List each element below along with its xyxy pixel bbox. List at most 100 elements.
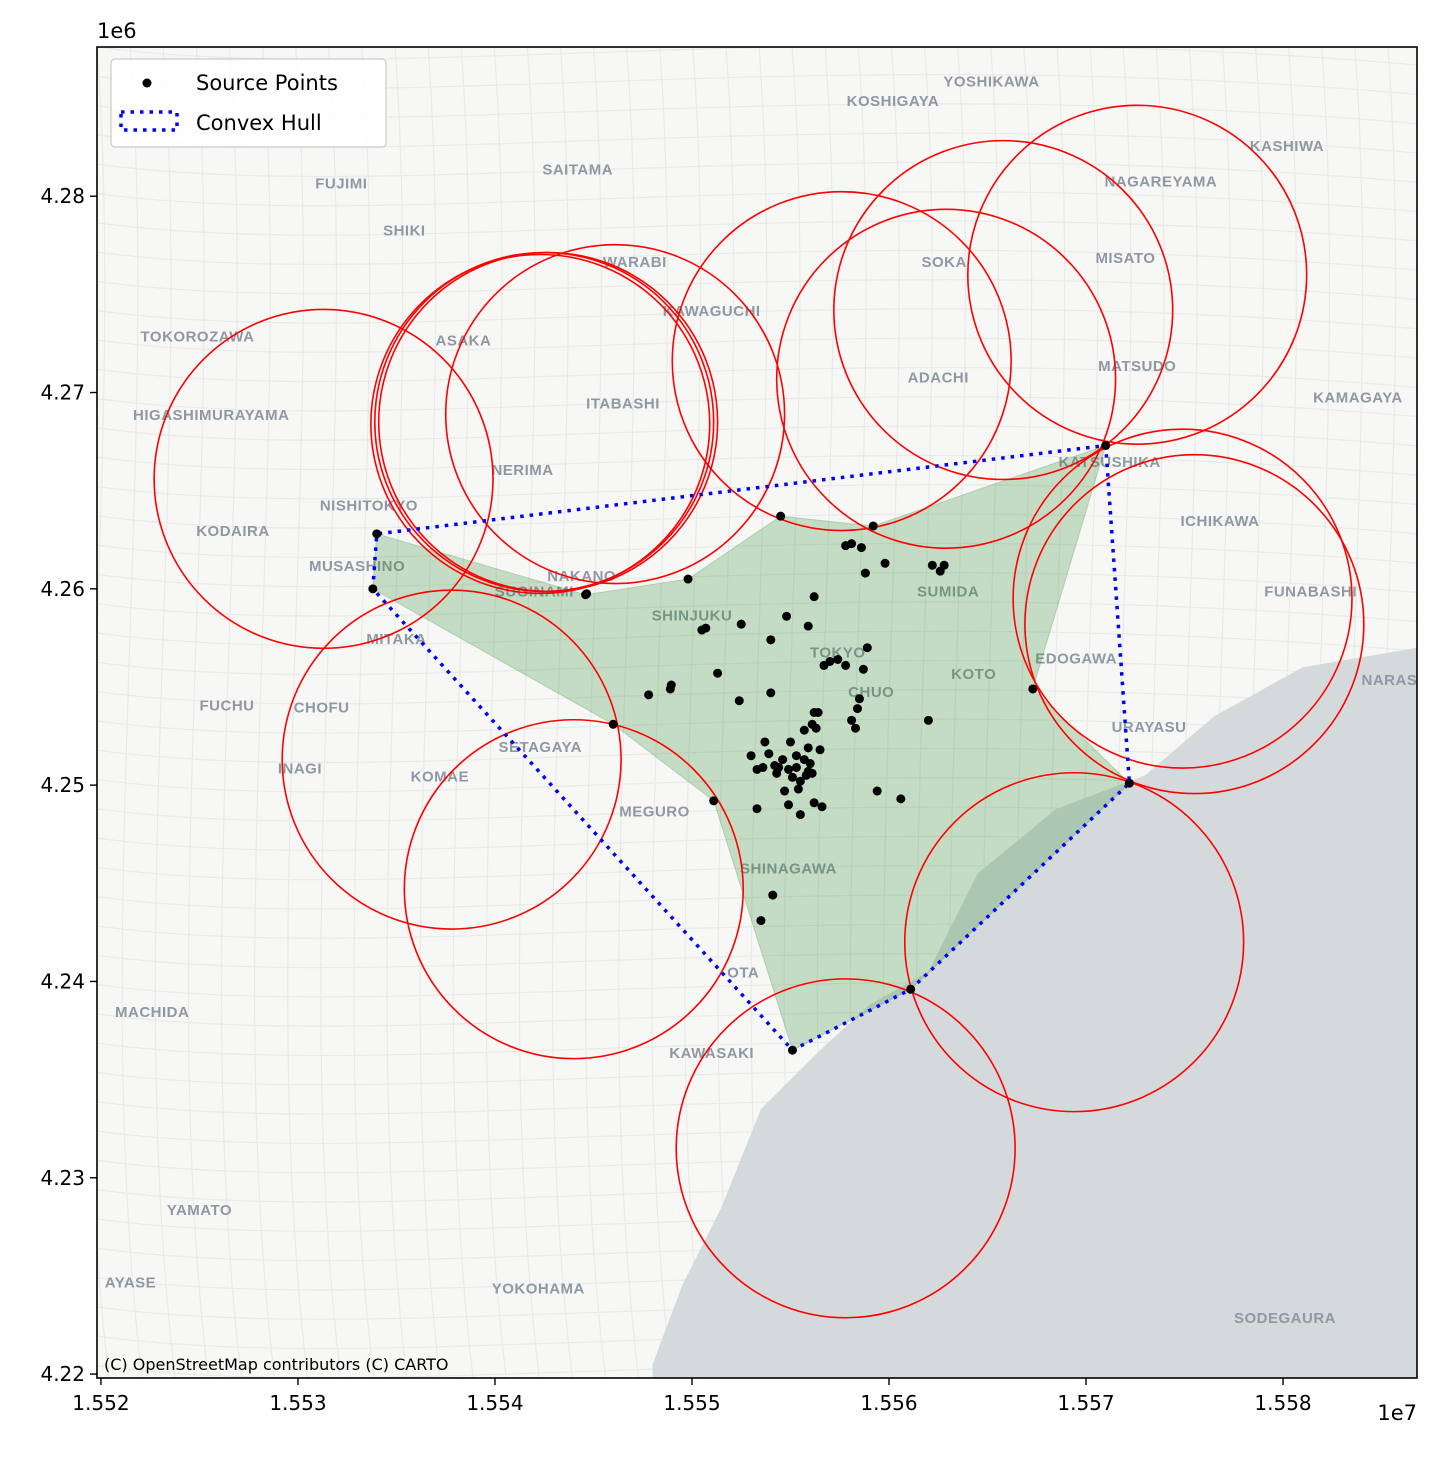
road-line [419,47,441,1378]
place-label: SHIKI [383,223,426,240]
place-label: CHOFU [294,700,350,717]
source-point [644,690,654,700]
road-line [97,513,1417,535]
source-point [825,656,835,666]
source-point [774,762,784,772]
buffer-circle [903,771,1245,1113]
road-line [97,220,1417,242]
buffer-circle [1024,453,1365,795]
source-point [833,654,843,664]
buffer-circle [377,251,719,593]
road-line [320,47,342,1378]
road-line [585,47,607,1378]
y-tick-label: 4.22 [40,1362,85,1386]
source-point [372,529,382,539]
legend-label-convex-hull: Convex Hull [196,111,322,135]
place-label: MUSASHINO [309,558,405,575]
x-tick-label: 1.554 [466,1391,523,1415]
source-point [752,804,762,814]
road-line [97,366,1417,388]
buffer-circle [833,139,1174,481]
source-point [787,772,797,782]
place-label: HIGASHIMURAYAMA [133,407,289,424]
source-point [847,715,857,725]
source-point [701,623,711,633]
source-point [815,745,825,755]
source-point [841,660,851,670]
source-point [880,558,890,568]
place-label: TOKOROZAWA [141,329,255,346]
source-point [768,890,778,900]
road-line [618,47,640,1378]
place-label: TOKYO [810,645,866,662]
place-label: MACHIDA [115,1004,189,1021]
place-label: NERIMA [491,462,553,479]
source-point [811,723,821,733]
place-label: AYASE [105,1275,156,1292]
source-point [746,751,756,761]
source-point [851,723,861,733]
source-point [860,568,870,578]
road-line [97,249,1417,271]
source-point [1028,684,1038,694]
source-point [939,560,949,570]
source-point [666,680,676,690]
source-point [791,762,801,772]
place-label: SODEGAURA [1234,1310,1336,1327]
road-line [97,396,1417,418]
place-label: KODAIRA [196,523,270,540]
place-label: YOSHIKAWA [943,73,1039,90]
place-label: KAWASAKI [669,1045,754,1062]
shaded-area-layer [372,444,1131,1051]
buffer-circle [403,718,745,1060]
buffer-circle [671,190,1012,532]
buffer-circle [675,978,1016,1319]
road-line [97,601,1417,623]
source-point [776,511,786,521]
source-point [766,688,776,698]
place-label: MEGURO [619,804,690,821]
source-point [799,725,809,735]
place-label: FUNABASHI [1264,584,1357,601]
place-label: MATSUDO [1098,358,1176,375]
road-line [97,161,1417,183]
source-point [784,800,794,810]
place-label: INAGI [278,760,322,777]
source-point [854,694,864,704]
source-point [868,521,878,531]
place-label: ASAKA [436,332,492,349]
place-label: NAGAREYAMA [1104,173,1217,190]
road-line [353,47,375,1378]
place-label: KOTO [951,666,996,683]
y-tick-label: 4.27 [40,381,85,405]
source-point [778,755,788,765]
road-line [187,47,209,1378]
place-label: NISHITOKYO [320,497,418,514]
place-label: SETAGAYA [499,739,582,756]
source-point [803,743,813,753]
source-point [847,539,857,549]
y-tick-label: 4.24 [40,969,85,993]
place-label: FUJIMI [315,175,367,192]
source-point [1101,441,1111,451]
source-point [927,560,937,570]
place-label: KAWAGUCHI [663,303,761,320]
road-line [386,47,408,1378]
place-label: KOSHIGAYA [847,93,940,110]
buffer-circle [370,253,711,595]
road-line [452,47,474,1378]
place-label: KASHIWA [1250,138,1324,155]
y-tick-label: 4.26 [40,577,85,601]
x-tick-label: 1.553 [269,1391,326,1415]
source-point [809,798,819,808]
source-point [764,749,774,759]
source-point [896,794,906,804]
source-point [766,635,776,645]
source-point [368,584,378,594]
axes: 1.552 1.553 1.554 1.555 1.556 1.557 1.558 4.22 4… [40,46,1418,1415]
place-label: FUCHU [200,698,255,715]
road-line [651,47,673,1378]
source-point [862,643,872,653]
